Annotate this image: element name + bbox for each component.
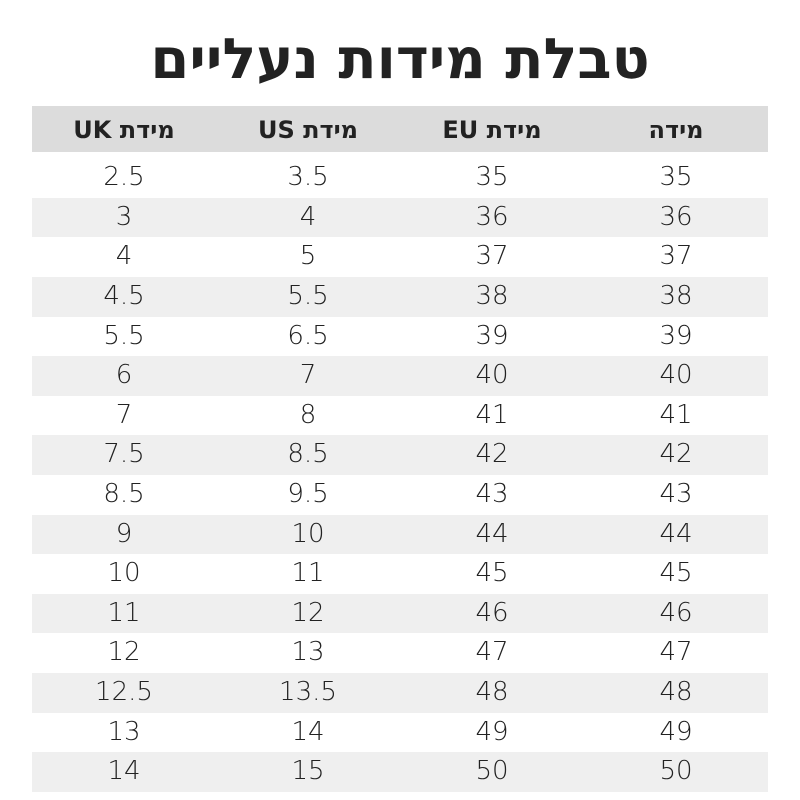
table-cell: 37 — [475, 241, 509, 272]
table-cell: 5.5 — [287, 281, 329, 311]
table-cell: 43 — [659, 479, 693, 509]
table-row: 43 43 9.5 8.5 — [32, 475, 768, 515]
table-cell: 4.5 — [103, 281, 145, 311]
table-cell: 12 — [291, 597, 325, 628]
table-cell: 48 — [475, 677, 509, 707]
table-cell: 13 — [107, 716, 141, 747]
table-row: 44 44 10 9 — [32, 514, 768, 555]
table-cell: 41 — [659, 399, 693, 430]
table-cell: 45 — [475, 558, 509, 589]
table-cell: 42 — [475, 439, 509, 470]
table-cell: 13 — [291, 637, 325, 668]
table-row: 42 42 8.5 7.5 — [32, 435, 768, 475]
table-cell: 7.5 — [103, 439, 145, 470]
table-cell: 12.5 — [95, 677, 153, 707]
table-cell: 7 — [115, 399, 133, 430]
table-cell: 46 — [475, 597, 509, 628]
table-cell: 37 — [659, 241, 693, 272]
table-cell: 15 — [291, 756, 325, 787]
table-cell: 36 — [475, 201, 509, 232]
table-cell: 42 — [659, 439, 693, 470]
table-cell: 3 — [115, 201, 133, 232]
table-row: 45 45 11 10 — [32, 554, 768, 594]
table-cell: 14 — [291, 716, 325, 747]
table-row: 36 36 4 3 — [32, 197, 768, 238]
table-cell: 39 — [659, 320, 693, 351]
table-cell: 35 — [475, 162, 509, 193]
table-row: 39 39 6.5 5.5 — [32, 316, 768, 357]
table-cell: 43 — [475, 479, 509, 509]
table-cell: 48 — [659, 677, 693, 707]
table-cell: 50 — [475, 756, 509, 787]
table-cell: 8 — [299, 399, 317, 430]
table-cell: 6 — [115, 360, 133, 391]
table-cell: 44 — [659, 518, 693, 549]
table-cell: 4 — [115, 241, 133, 272]
table-cell: 47 — [475, 637, 509, 668]
header-cell: מידת US — [257, 116, 359, 144]
table-cell: 41 — [475, 399, 509, 430]
table-cell: 8.5 — [103, 479, 145, 509]
table-cell: 45 — [659, 558, 693, 589]
table-cell: 36 — [659, 201, 693, 232]
table-row: 47 47 13 12 — [32, 633, 768, 673]
table-row: 50 50 15 14 — [32, 752, 768, 792]
table-cell: 49 — [659, 716, 693, 747]
table-row: 41 41 8 7 — [32, 395, 768, 436]
header-cell: מידת EU — [442, 116, 542, 144]
table-row: 38 38 5.5 4.5 — [32, 277, 768, 317]
table-cell: 3.5 — [287, 162, 329, 193]
table-cell: 13.5 — [279, 677, 337, 707]
table-cell: 6.5 — [287, 320, 329, 351]
table-cell: 40 — [475, 360, 509, 391]
table-cell: 12 — [107, 637, 141, 668]
table-row: 37 37 5 4 — [32, 237, 768, 277]
table-cell: 8.5 — [287, 439, 329, 470]
table-cell: 11 — [291, 558, 325, 589]
table-cell: 4 — [299, 201, 317, 232]
table-cell: 44 — [475, 518, 509, 549]
table-cell: 50 — [659, 756, 693, 787]
table-cell: 49 — [475, 716, 509, 747]
table-cell: 46 — [659, 597, 693, 628]
table-cell: 39 — [475, 320, 509, 351]
table-row: 46 46 12 11 — [32, 593, 768, 634]
table-cell: 9 — [115, 518, 133, 549]
table-cell: 35 — [659, 162, 693, 193]
table-cell: 10 — [107, 558, 141, 589]
table-row: 35 35 3.5 2.5 — [32, 158, 768, 198]
header-cell: מידת UK — [73, 116, 175, 144]
title: טבלת מידות נעליים — [150, 27, 650, 92]
table-cell: 47 — [659, 637, 693, 668]
table-row: 40 40 7 6 — [32, 356, 768, 396]
table-cell: 10 — [291, 518, 325, 549]
table-row: 48 48 13.5 12.5 — [32, 673, 768, 713]
table-cell: 5.5 — [103, 320, 145, 351]
table-cell: 40 — [659, 360, 693, 391]
table-cell: 9.5 — [287, 479, 329, 509]
table-cell: 14 — [107, 756, 141, 787]
header-cell: מידה — [648, 116, 704, 144]
header-row: מידה מידת EU מידת US מידת UK — [32, 106, 768, 152]
table-cell: 38 — [659, 281, 693, 311]
table-cell: 7 — [299, 360, 317, 391]
table-cell: 5 — [299, 241, 317, 272]
table-cell: 2.5 — [103, 162, 145, 193]
table-row: 49 49 14 13 — [32, 712, 768, 753]
table-cell: 11 — [107, 597, 141, 628]
table-cell: 38 — [475, 281, 509, 311]
